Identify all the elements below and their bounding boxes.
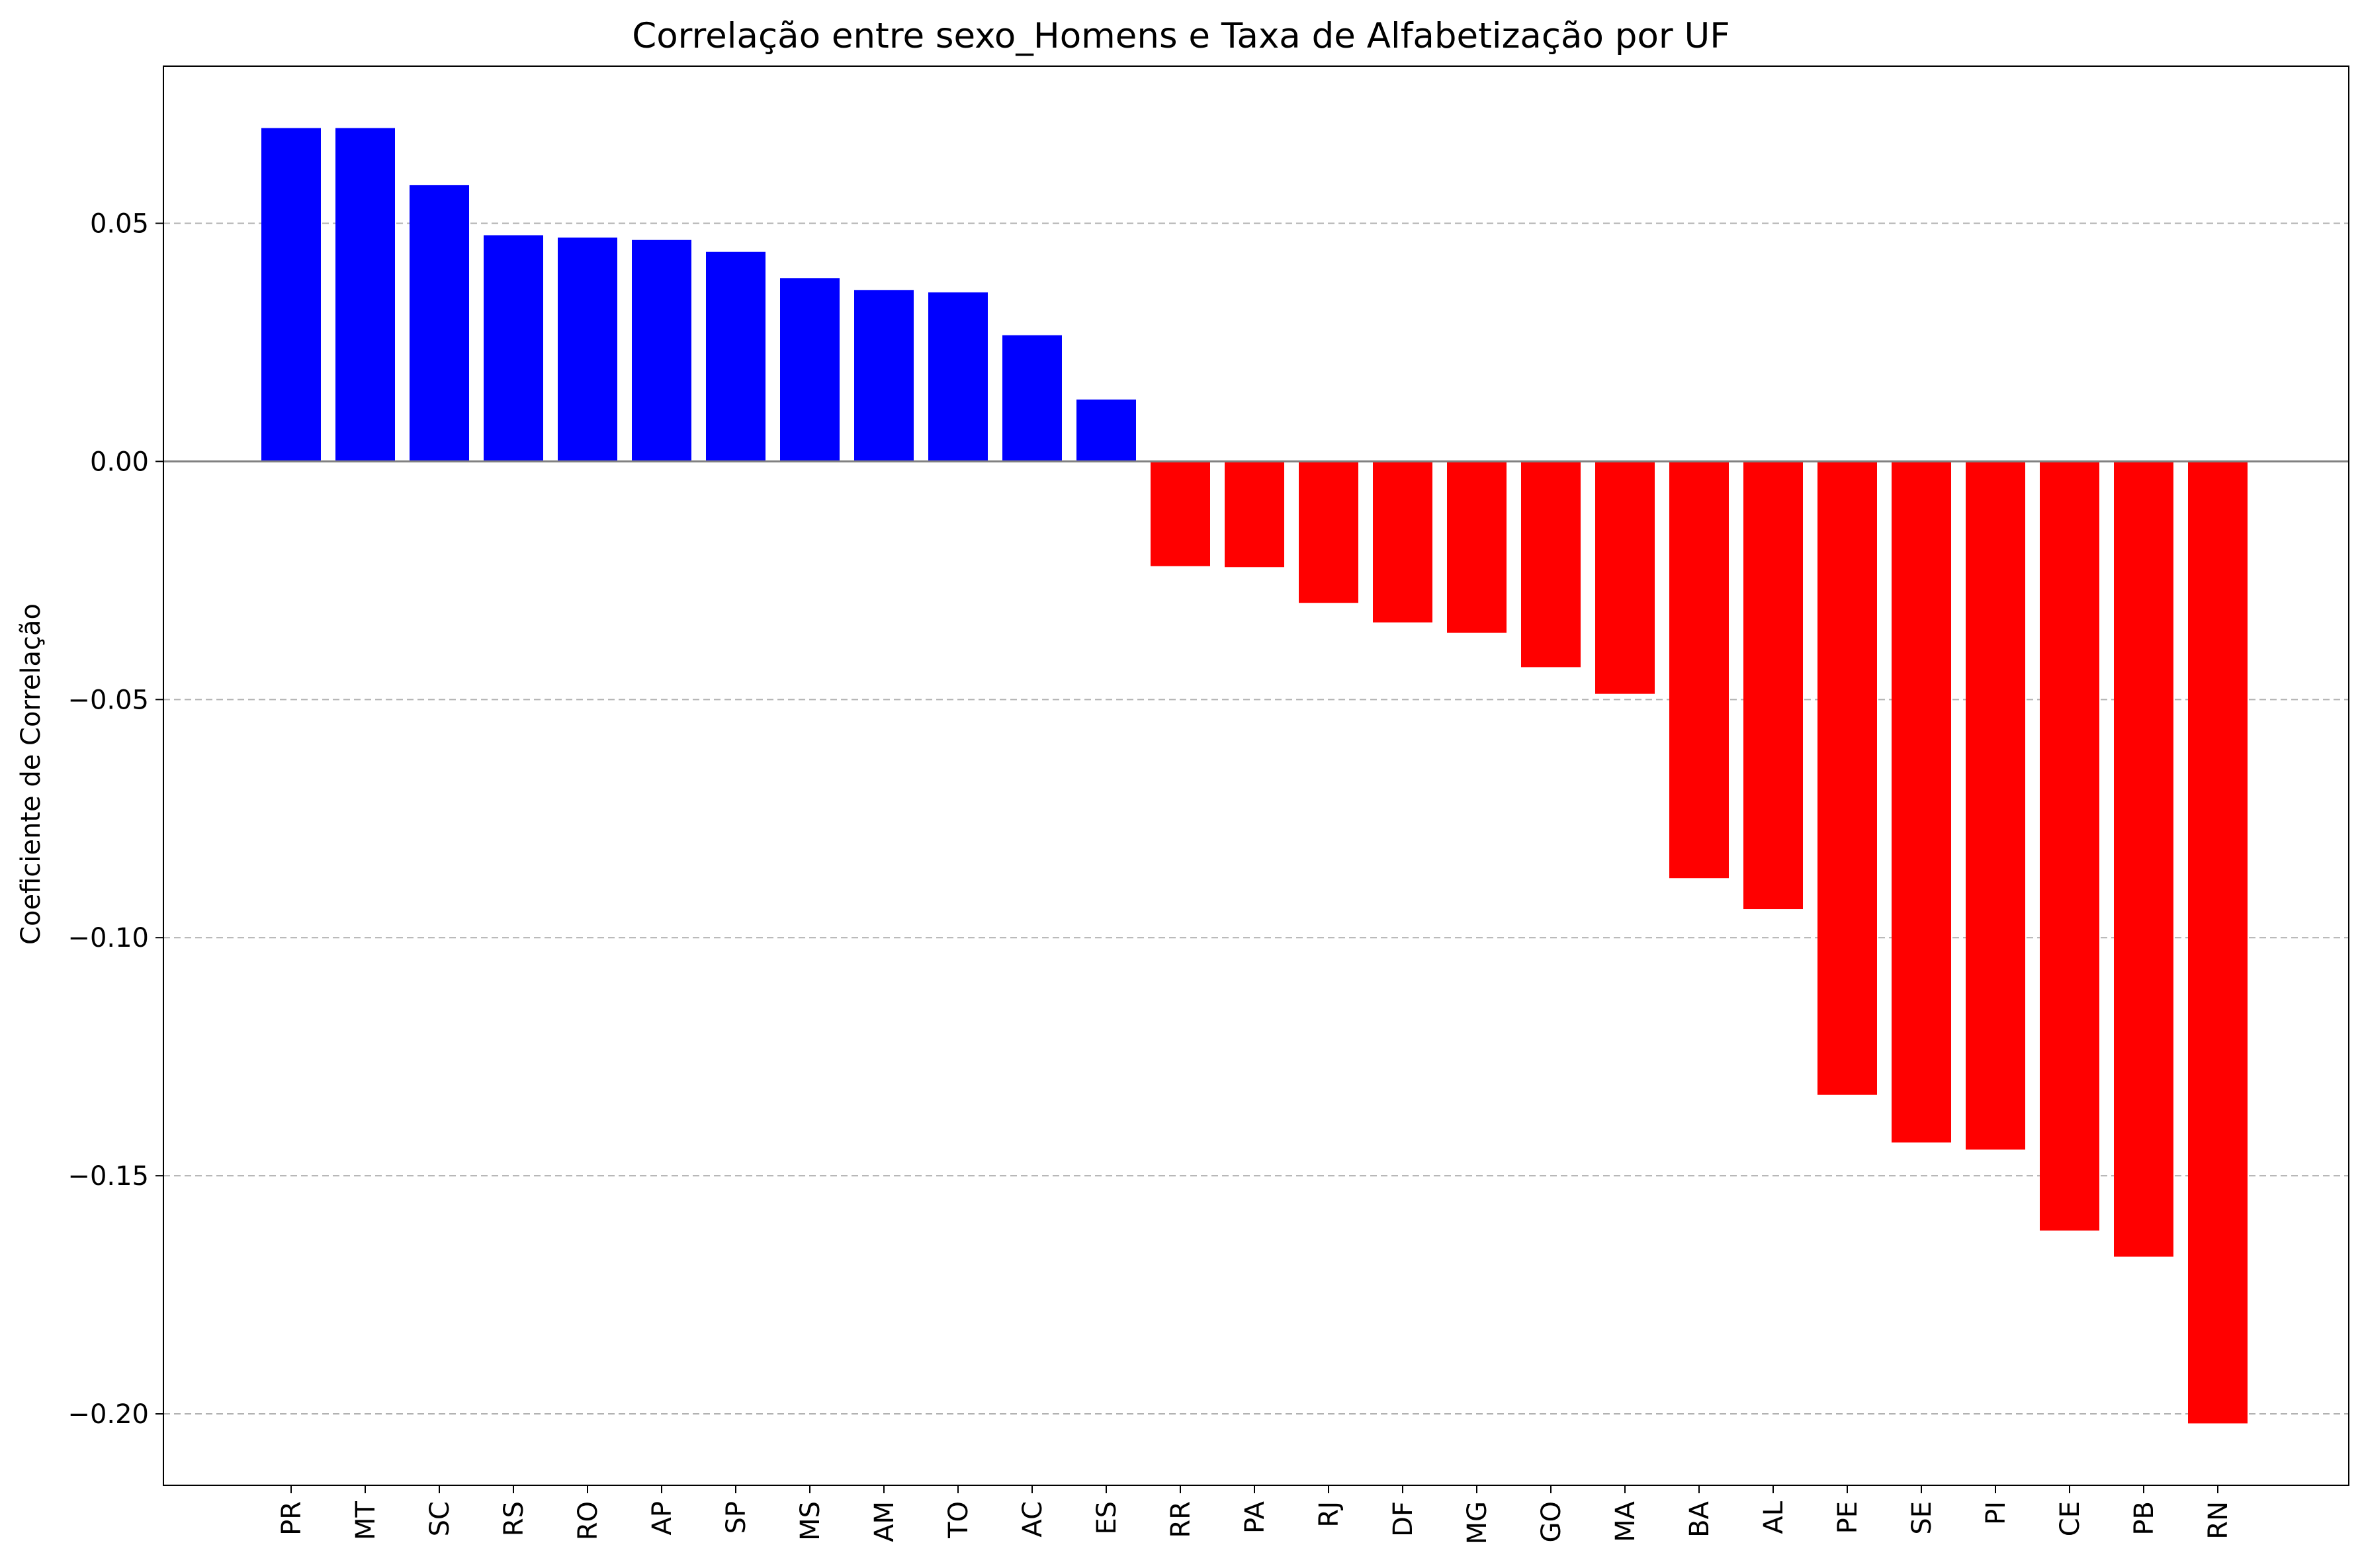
- x-tick-label-pe: PE: [1833, 1501, 1863, 1534]
- x-tick-label-pb: PB: [2129, 1501, 2160, 1536]
- x-tick-label-rr: RR: [1166, 1501, 1196, 1538]
- y-axis-label: Coeficiente de Correlação: [16, 603, 46, 945]
- bar-rn: [2188, 461, 2248, 1424]
- bar-mt: [335, 128, 395, 462]
- bar-go: [1521, 461, 1581, 668]
- x-tick-label-mg: MG: [1462, 1501, 1493, 1545]
- y-tick-label: 0.00: [90, 447, 149, 477]
- y-tick-label: −0.20: [67, 1399, 149, 1430]
- y-tick-label: −0.15: [67, 1161, 149, 1192]
- x-tick-label-ba: BA: [1684, 1501, 1715, 1537]
- x-tick-label-ac: AC: [1018, 1501, 1048, 1538]
- x-tick-label-df: DF: [1388, 1501, 1419, 1537]
- x-tick-label-rs: RS: [499, 1501, 529, 1536]
- x-tick-label-pi: PI: [1981, 1501, 2011, 1525]
- x-tick-label-se: SE: [1907, 1501, 1937, 1535]
- bar-pa: [1225, 461, 1284, 568]
- bar-es: [1076, 399, 1136, 462]
- bar-sp: [706, 251, 765, 462]
- bar-ac: [1002, 335, 1062, 462]
- bar-ms: [780, 278, 840, 462]
- x-tick-label-ro: RO: [573, 1501, 603, 1540]
- x-tick-label-es: ES: [1092, 1501, 1122, 1535]
- x-tick-label-mt: MT: [351, 1501, 381, 1540]
- x-tick-label-sp: SP: [721, 1501, 752, 1534]
- x-tick-label-ma: MA: [1610, 1501, 1641, 1542]
- x-tick-label-am: AM: [869, 1501, 900, 1542]
- bar-pr: [261, 128, 321, 462]
- x-tick-label-ce: CE: [2055, 1501, 2085, 1536]
- y-tick-label: −0.10: [67, 923, 149, 953]
- bar-ma: [1595, 461, 1655, 694]
- y-tick-label: 0.05: [90, 209, 149, 240]
- bar-pb: [2114, 461, 2173, 1257]
- y-tick-label: −0.05: [67, 685, 149, 715]
- x-tick-label-rj: RJ: [1314, 1501, 1344, 1528]
- bar-al: [1743, 461, 1803, 910]
- x-tick-label-go: GO: [1536, 1501, 1567, 1542]
- bar-rr: [1151, 461, 1210, 566]
- bar-rs: [484, 235, 543, 462]
- bar-am: [854, 290, 914, 462]
- chart-title: Correlação entre sexo_Homens e Taxa de A…: [632, 16, 1730, 56]
- x-tick-label-ms: MS: [795, 1501, 826, 1541]
- bar-mg: [1447, 461, 1507, 633]
- x-tick-label-rn: RN: [2203, 1501, 2234, 1540]
- bar-ap: [632, 240, 691, 462]
- bar-rj: [1299, 461, 1358, 603]
- y-axis-ticks: 0.05 0.00 −0.05 −0.10 −0.15 −0.20: [67, 209, 163, 1430]
- x-tick-label-ap: AP: [647, 1501, 678, 1535]
- x-tick-label-to: TO: [943, 1501, 974, 1539]
- bar-to: [928, 292, 988, 462]
- plot-frame: [163, 65, 2349, 1486]
- bar-ro: [558, 238, 617, 462]
- bar-ba: [1669, 461, 1729, 879]
- x-tick-label-pr: PR: [277, 1501, 307, 1536]
- x-tick-label-pa: PA: [1240, 1501, 1270, 1534]
- x-axis-ticks: PR MT SC RS RO AP SP MS AM TO AC ES RR PA RJ DF MG GO MA BA…: [277, 1485, 2234, 1545]
- x-tick-label-al: AL: [1759, 1501, 1789, 1534]
- bar-se: [1892, 461, 1951, 1143]
- bars: [261, 128, 2248, 1424]
- bar-df: [1373, 461, 1432, 623]
- bar-ce: [2040, 461, 2099, 1231]
- bar-pi: [1966, 461, 2025, 1150]
- bar-sc: [410, 185, 469, 462]
- bar-pe: [1817, 461, 1877, 1095]
- x-tick-label-sc: SC: [425, 1501, 455, 1536]
